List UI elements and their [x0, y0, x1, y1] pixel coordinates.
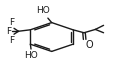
- Text: O: O: [85, 40, 93, 50]
- Text: F: F: [9, 18, 14, 27]
- Text: HO: HO: [37, 6, 50, 15]
- Text: HO: HO: [24, 51, 38, 60]
- Text: F: F: [6, 27, 11, 36]
- Text: F: F: [9, 36, 14, 45]
